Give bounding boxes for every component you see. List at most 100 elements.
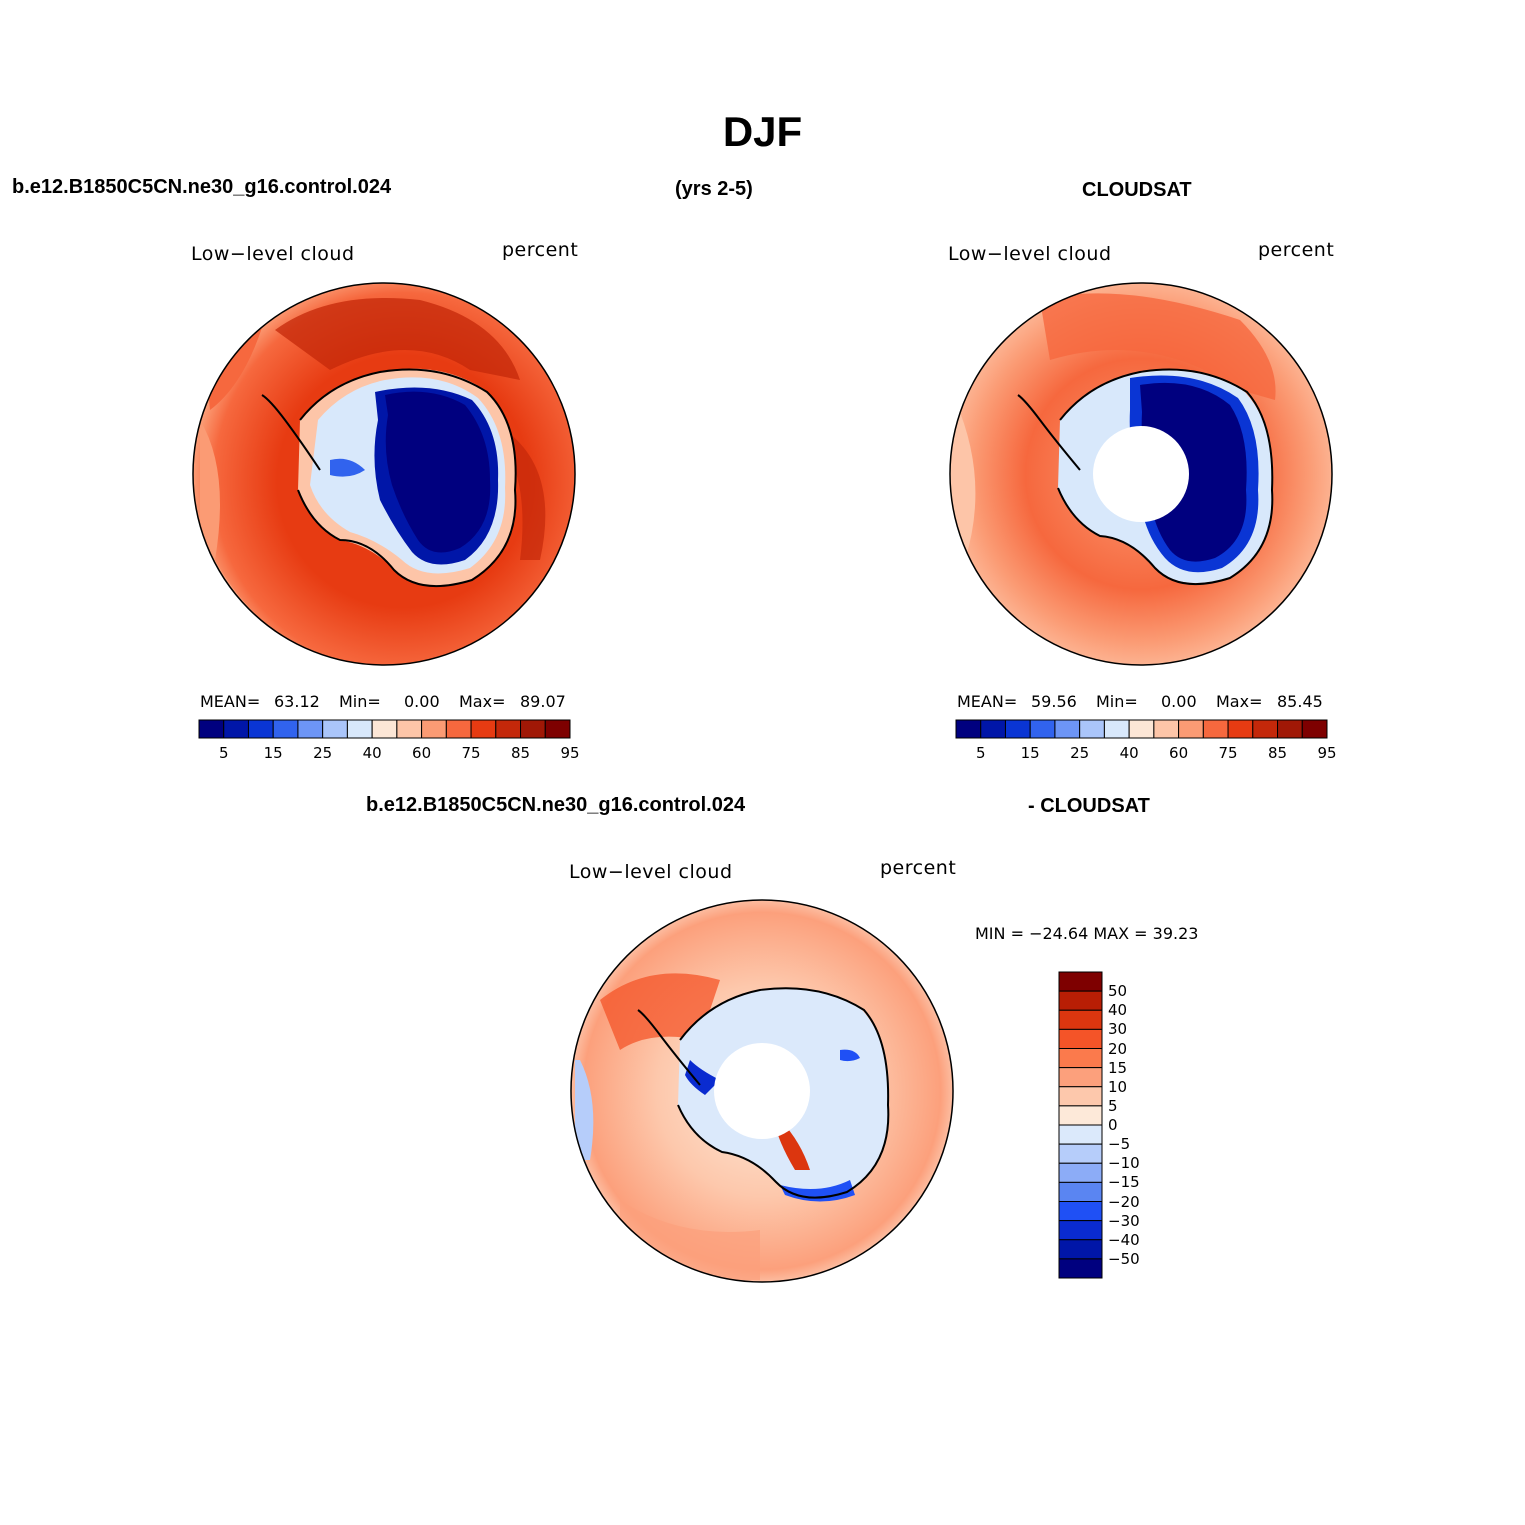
colorbar-swatch: [322, 719, 348, 739]
colorbar-swatch: [1058, 1143, 1103, 1164]
colorbar-tick-label: 85: [510, 744, 531, 762]
colorbar-tick-label: 75: [461, 744, 481, 762]
colorbar-swatch: [198, 719, 225, 739]
colorbar-swatch: [421, 719, 447, 739]
colorbar-swatch: [1058, 1028, 1103, 1049]
colorbar-tick-label: 5: [1108, 1096, 1118, 1115]
model-min-value: 0.00: [404, 692, 440, 711]
diff-map: [571, 900, 953, 1282]
colorbar-swatch: [1004, 719, 1031, 739]
colorbar-swatch: [371, 719, 398, 739]
colorbar-tick-label: 15: [1108, 1058, 1128, 1077]
model-mean-value: 63.12: [274, 692, 320, 711]
colorbar-swatch: [980, 719, 1006, 739]
colorbar-swatch: [544, 719, 571, 739]
colorbar-tick-label: 85: [1267, 744, 1288, 762]
colorbar-swatch: [247, 719, 274, 739]
colorbar-swatch: [1227, 719, 1254, 739]
diff-case-header: b.e12.B1850C5CN.ne30_g16.control.024: [366, 794, 746, 816]
colorbar-swatch: [1058, 1258, 1103, 1279]
colorbar-swatch: [272, 719, 299, 739]
colorbar-tick-label: 15: [1020, 744, 1040, 762]
colorbar-swatch: [1058, 1201, 1103, 1222]
colorbar-tick-label: 25: [1070, 744, 1090, 762]
obs-min-label: Min=: [1096, 692, 1138, 711]
obs-max-label: Max=: [1216, 692, 1263, 711]
colorbar-swatch: [346, 719, 373, 739]
colorbar-tick-label: 40: [1119, 744, 1139, 762]
colorbar-swatch: [1153, 719, 1180, 739]
model-colorbar: [198, 719, 571, 739]
obs-mean-label: MEAN=: [957, 692, 1018, 711]
diff-obs-header: - CLOUDSAT: [1028, 795, 1150, 817]
colorbar-swatch: [1058, 1105, 1103, 1126]
colorbar-tick-label: 60: [412, 744, 432, 762]
diff-minmax: MIN = −24.64 MAX = 39.23: [975, 924, 1199, 943]
model-mean-label: MEAN=: [200, 692, 261, 711]
obs-map-border: [949, 282, 1333, 666]
colorbar-tick-label: 0: [1108, 1116, 1118, 1134]
colorbar-tick-label: 50: [1108, 982, 1128, 1001]
model-max-label: Max=: [459, 692, 506, 711]
figure-title: DJF: [722, 108, 803, 155]
years-header: (yrs 2-5): [675, 178, 753, 200]
colorbar-swatch: [1058, 1239, 1103, 1260]
model-units-label: percent: [502, 239, 579, 261]
colorbar-swatch: [1103, 719, 1130, 739]
model-min-label: Min=: [339, 692, 381, 711]
colorbar-swatch: [1178, 719, 1204, 739]
colorbar-tick-label: 5: [218, 744, 229, 762]
model-max-value: 89.07: [520, 692, 566, 711]
colorbar-swatch: [1054, 719, 1081, 739]
colorbar-tick-label: −10: [1108, 1154, 1140, 1173]
colorbar-tick-label: 5: [975, 744, 986, 762]
colorbar-swatch: [223, 719, 249, 739]
model-map-border: [192, 282, 576, 666]
colorbar-tick-label: 40: [1108, 1001, 1128, 1020]
colorbar-swatch: [1058, 1009, 1103, 1030]
colorbar-tick-label: 15: [263, 744, 283, 762]
diff-colorbar: [1058, 971, 1103, 1279]
colorbar-tick-label: 40: [362, 744, 382, 762]
colorbar-tick-label: −50: [1108, 1249, 1140, 1268]
obs-header: CLOUDSAT: [1082, 179, 1192, 201]
diff-variable-label: Low−level cloud: [569, 861, 733, 883]
colorbar-swatch: [1058, 1086, 1103, 1107]
colorbar-swatch: [1029, 719, 1056, 739]
obs-variable-label: Low−level cloud: [948, 243, 1112, 265]
colorbar-tick-label: 30: [1108, 1020, 1128, 1039]
colorbar-tick-label: −15: [1108, 1173, 1140, 1192]
colorbar-swatch: [1058, 1124, 1103, 1145]
colorbar-tick-label: 20: [1108, 1039, 1128, 1058]
colorbar-tick-label: 95: [1317, 744, 1337, 762]
model-case-header: b.e12.B1850C5CN.ne30_g16.control.024: [12, 176, 392, 198]
colorbar-swatch: [1301, 719, 1328, 739]
diff-map-border: [570, 899, 954, 1283]
model-variable-label: Low−level cloud: [191, 243, 355, 265]
colorbar-swatch: [1058, 990, 1103, 1011]
colorbar-tick-label: −30: [1108, 1211, 1140, 1230]
colorbar-swatch: [1058, 1048, 1103, 1069]
colorbar-swatch: [1252, 719, 1279, 739]
diff-units-label: percent: [880, 857, 957, 879]
colorbar-swatch: [1128, 719, 1155, 739]
colorbar-swatch: [1079, 719, 1105, 739]
colorbar-tick-label: −20: [1108, 1192, 1140, 1211]
obs-mean-value: 59.56: [1031, 692, 1077, 711]
colorbar-swatch: [1202, 719, 1229, 739]
colorbar-swatch: [1058, 1181, 1103, 1202]
colorbar-swatch: [955, 719, 982, 739]
colorbar-swatch: [1058, 1162, 1103, 1183]
colorbar-swatch: [1058, 1220, 1103, 1241]
colorbar-swatch: [1058, 971, 1103, 992]
colorbar-tick-label: 60: [1169, 744, 1189, 762]
colorbar-swatch: [1058, 1067, 1103, 1088]
colorbar-tick-label: 10: [1108, 1077, 1128, 1096]
obs-map: [950, 283, 1332, 665]
colorbar-tick-label: 25: [313, 744, 333, 762]
obs-units-label: percent: [1258, 239, 1335, 261]
colorbar-tick-label: 95: [560, 744, 580, 762]
colorbar-swatch: [470, 719, 497, 739]
colorbar-swatch: [297, 719, 324, 739]
